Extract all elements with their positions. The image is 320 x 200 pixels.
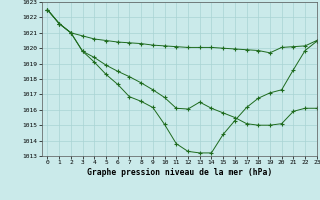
X-axis label: Graphe pression niveau de la mer (hPa): Graphe pression niveau de la mer (hPa) (87, 168, 272, 177)
